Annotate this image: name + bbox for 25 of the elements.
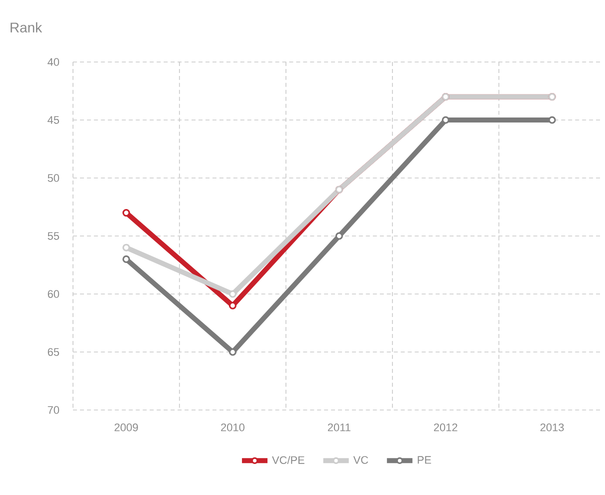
x-tick-label: 2011: [328, 423, 350, 432]
x-tick-label: 2013: [540, 423, 564, 432]
point: [228, 290, 236, 298]
x-tick-label: 2012: [434, 423, 458, 432]
legend-label: PE: [418, 456, 432, 464]
y-tick-label: 65: [48, 348, 60, 356]
point: [335, 232, 343, 240]
point: [122, 255, 130, 263]
y-tick-label: 40: [48, 58, 60, 66]
y-tick-label: 55: [48, 232, 60, 240]
x-tick-label: 2010: [221, 423, 244, 432]
legend-label: VC/PE: [272, 456, 304, 464]
y-tick-label: 50: [48, 174, 60, 182]
point: [122, 209, 130, 217]
y-axis-title: Rank: [10, 22, 42, 32]
x-tick-label: 2009: [114, 423, 138, 432]
point: [442, 116, 450, 124]
legend-label: VC: [353, 456, 368, 464]
y-tick-label: 70: [48, 406, 60, 414]
point: [122, 244, 130, 252]
y-tick-label: 60: [48, 290, 60, 298]
point: [228, 302, 236, 310]
point: [548, 116, 556, 124]
y-tick-label: 45: [48, 116, 60, 124]
point: [228, 348, 236, 356]
